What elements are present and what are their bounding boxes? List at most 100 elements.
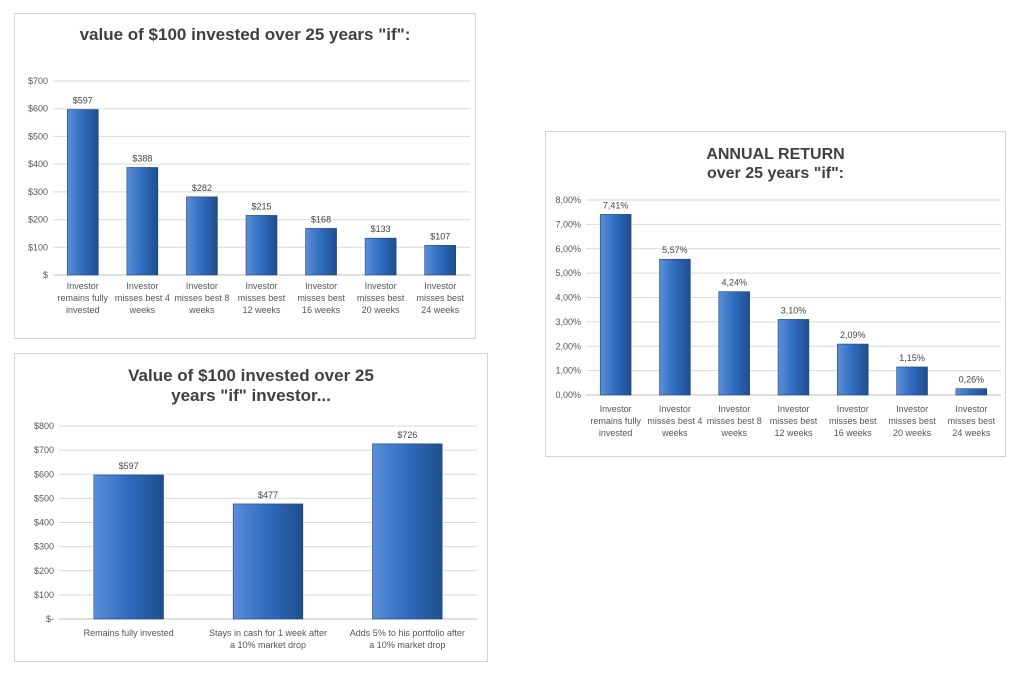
x-tick-label-line: remains fully bbox=[590, 416, 641, 426]
x-tick-label-line: Investor bbox=[305, 281, 337, 291]
bar bbox=[364, 237, 397, 276]
chart-title-line: Value of $100 invested over 25 bbox=[128, 366, 374, 385]
bar-chart-annual-return: 0,00% 1,00% 2,00% 3,00% 4,00% 5,00% 6,00% 7,00%… bbox=[555, 195, 1001, 438]
data-label: $282 bbox=[192, 183, 212, 193]
y-tick-label: 4,00% bbox=[555, 293, 581, 303]
chart-panel-annual-return: ANNUAL RETURN over 25 years "if": 0,00% 1… bbox=[545, 131, 1006, 457]
x-tick-label-line: 20 weeks bbox=[362, 305, 401, 315]
x-tick-label-line: invested bbox=[66, 305, 100, 315]
bar-chart-value-invested: $ $100 $200 $300 $400 $500 $600 $700 $597 Investo… bbox=[28, 76, 470, 315]
x-tick-label-line: Investor bbox=[67, 281, 99, 291]
x-tick-label-line: a 10% market drop bbox=[230, 640, 306, 650]
bar bbox=[955, 388, 988, 396]
y-tick-label: $200 bbox=[34, 566, 54, 576]
x-tick-label: Investor misses best 24 weeks bbox=[416, 281, 464, 315]
x-tick-label-line: Investor bbox=[659, 404, 691, 414]
x-tick-label-line: misses best bbox=[948, 416, 996, 426]
x-tick-label-line: Investor bbox=[837, 404, 869, 414]
y-tick-label: $400 bbox=[34, 518, 54, 528]
x-tick-label-line: weeks bbox=[188, 305, 215, 315]
data-label: $597 bbox=[119, 461, 139, 471]
data-label: $168 bbox=[311, 214, 331, 224]
data-label: 1,15% bbox=[899, 353, 925, 363]
data-label: $215 bbox=[251, 201, 271, 211]
chart-title: value of $100 invested over 25 years "if… bbox=[15, 25, 475, 45]
x-tick-label-line: misses best 4 bbox=[115, 293, 170, 303]
x-tick-label-line: misses best 8 bbox=[707, 416, 762, 426]
x-tick-label: Investor misses best 16 weeks bbox=[297, 281, 345, 315]
y-tick-label: $500 bbox=[34, 493, 54, 503]
y-tick-label: $600 bbox=[28, 104, 48, 114]
data-label: 2,09% bbox=[840, 330, 866, 340]
x-tick-label: Investor misses best 8 weeks bbox=[707, 404, 762, 438]
x-tick-label-line: 16 weeks bbox=[834, 428, 873, 438]
bar bbox=[659, 258, 691, 396]
x-tick-label: Investor remains fully invested bbox=[590, 404, 641, 438]
x-tick-label-line: Investor bbox=[365, 281, 397, 291]
x-tick-label: Investor misses best 20 weeks bbox=[888, 404, 936, 438]
y-tick-label: $100 bbox=[34, 590, 54, 600]
x-tick-label-line: 24 weeks bbox=[952, 428, 991, 438]
x-tick-label-line: misses best bbox=[770, 416, 818, 426]
y-tick-label: 0,00% bbox=[555, 390, 581, 400]
y-tick-label: 8,00% bbox=[555, 195, 581, 205]
y-tick-label: $400 bbox=[28, 159, 48, 169]
bar bbox=[186, 196, 218, 276]
x-tick-label-line: Investor bbox=[955, 404, 987, 414]
x-tick-label: Investor misses best 12 weeks bbox=[770, 404, 818, 438]
x-tick-label: Investor misses best 20 weeks bbox=[357, 281, 405, 315]
x-tick-label-line: Investor bbox=[424, 281, 456, 291]
x-tick-label-line: Investor bbox=[777, 404, 809, 414]
y-tick-label: $800 bbox=[34, 421, 54, 431]
x-tick-label-line: Investor bbox=[718, 404, 750, 414]
x-tick-label-line: misses best bbox=[297, 293, 345, 303]
y-tick-label: 7,00% bbox=[555, 219, 581, 229]
x-tick-label: Investor misses best 4 weeks bbox=[115, 281, 170, 315]
bar bbox=[66, 109, 99, 276]
y-tick-label: $100 bbox=[28, 242, 48, 252]
x-tick-label-line: a 10% market drop bbox=[369, 640, 445, 650]
x-tick-label: Investor misses best 16 weeks bbox=[829, 404, 877, 438]
y-tick-label: 5,00% bbox=[555, 268, 581, 278]
bar bbox=[126, 167, 159, 276]
x-tick-label-line: Stays in cash for 1 week after bbox=[209, 628, 327, 638]
data-label: 4,24% bbox=[721, 278, 747, 288]
y-tick-label: 6,00% bbox=[555, 244, 581, 254]
chart-title-line: years "if" investor... bbox=[171, 386, 331, 406]
x-tick-label-line: misses best 4 bbox=[647, 416, 702, 426]
x-tick-label: Investor misses best 4 weeks bbox=[647, 404, 702, 438]
bar-chart-investor-behavior: $- $100 $200 $300 $400 $500 $600 $700 $800 $597 Re… bbox=[34, 421, 477, 650]
chart-title: Value of $100 invested over 25 years "if… bbox=[15, 366, 487, 407]
data-label: $133 bbox=[371, 224, 391, 234]
y-tick-label: $500 bbox=[28, 131, 48, 141]
bar bbox=[372, 443, 443, 620]
data-label: $597 bbox=[73, 96, 93, 106]
data-label: 0,26% bbox=[959, 375, 985, 385]
y-tick-label: $ bbox=[43, 270, 48, 280]
y-tick-label: $600 bbox=[34, 469, 54, 479]
x-tick-label-line: misses best bbox=[888, 416, 936, 426]
y-tick-label: 3,00% bbox=[555, 317, 581, 327]
y-tick-label: $- bbox=[46, 614, 54, 624]
bar bbox=[777, 319, 810, 396]
data-label: $107 bbox=[430, 231, 450, 241]
y-tick-label: $200 bbox=[28, 215, 48, 225]
x-tick-label-line: 12 weeks bbox=[774, 428, 813, 438]
y-tick-label: $700 bbox=[34, 445, 54, 455]
x-tick-label-line: 24 weeks bbox=[421, 305, 460, 315]
data-label: 5,57% bbox=[662, 245, 688, 255]
bar bbox=[232, 503, 304, 620]
x-tick-label-line: misses best bbox=[238, 293, 286, 303]
x-tick-label-line: invested bbox=[599, 428, 633, 438]
x-tick-label-line: Remains fully invested bbox=[84, 628, 174, 638]
x-tick-label-line: weeks bbox=[129, 305, 156, 315]
x-tick-label: Investor misses best 12 weeks bbox=[238, 281, 286, 315]
x-tick-label: Investor misses best 24 weeks bbox=[948, 404, 996, 438]
x-tick-label-line: remains fully bbox=[58, 293, 109, 303]
x-tick-label: Remains fully invested bbox=[84, 628, 174, 638]
bar bbox=[718, 291, 750, 396]
x-tick-label-line: misses best bbox=[416, 293, 464, 303]
bar bbox=[599, 214, 632, 396]
bar bbox=[305, 228, 337, 276]
x-tick-label-line: 16 weeks bbox=[302, 305, 341, 315]
